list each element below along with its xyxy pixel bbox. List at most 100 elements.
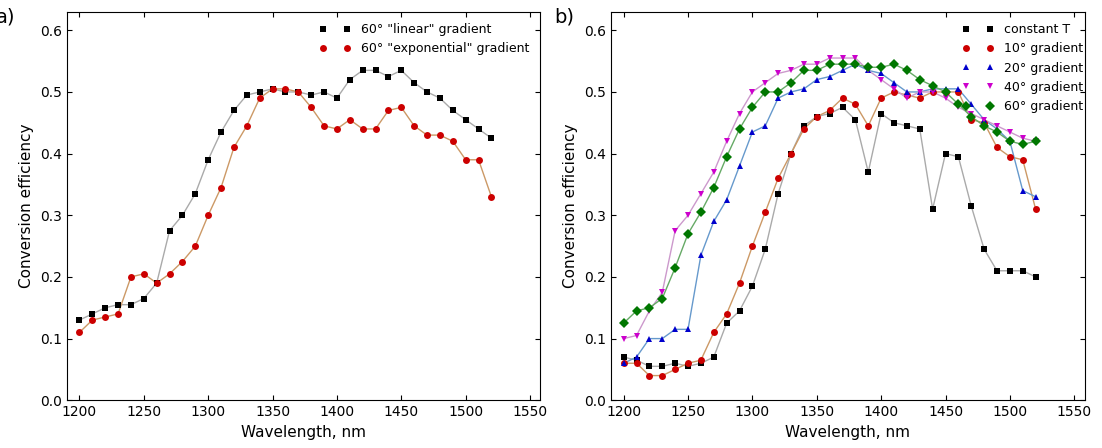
60° "linear" gradient <box>266 86 279 91</box>
60° "exponential" gradient <box>150 280 163 286</box>
20° gradient <box>862 68 875 73</box>
60° "linear" gradient <box>163 228 176 233</box>
40° gradient <box>823 56 836 61</box>
40° gradient <box>887 86 900 91</box>
constant T <box>681 364 694 369</box>
Y-axis label: Conversion efficiency: Conversion efficiency <box>19 124 34 288</box>
10° gradient <box>939 89 952 95</box>
20° gradient <box>758 123 771 129</box>
20° gradient <box>771 95 785 101</box>
Legend: 60° "linear" gradient, 60° "exponential" gradient: 60° "linear" gradient, 60° "exponential"… <box>314 18 534 60</box>
10° gradient <box>952 89 965 95</box>
10° gradient <box>900 92 914 98</box>
60° "linear" gradient <box>460 117 473 122</box>
60° gradient <box>746 105 759 110</box>
10° gradient <box>617 361 630 366</box>
60° gradient <box>926 83 939 88</box>
60° "linear" gradient <box>188 191 202 196</box>
60° "linear" gradient <box>356 68 369 73</box>
40° gradient <box>797 61 810 67</box>
10° gradient <box>771 176 785 181</box>
20° gradient <box>926 86 939 91</box>
40° gradient <box>939 95 952 101</box>
constant T <box>785 151 798 156</box>
constant T <box>964 203 977 209</box>
20° gradient <box>914 89 927 95</box>
60° gradient <box>797 68 810 73</box>
60° "exponential" gradient <box>304 105 317 110</box>
constant T <box>733 308 746 314</box>
10° gradient <box>964 117 977 122</box>
10° gradient <box>694 358 707 363</box>
10° gradient <box>914 95 927 101</box>
20° gradient <box>746 129 759 135</box>
10° gradient <box>977 120 991 125</box>
60° gradient <box>939 89 952 95</box>
60° "linear" gradient <box>292 89 305 95</box>
constant T <box>656 364 669 369</box>
20° gradient <box>939 86 952 91</box>
60° gradient <box>1016 142 1029 147</box>
10° gradient <box>733 280 746 286</box>
60° gradient <box>694 210 707 215</box>
Line: constant T: constant T <box>620 104 1039 370</box>
60° gradient <box>849 61 862 67</box>
60° "exponential" gradient <box>395 105 408 110</box>
60° "linear" gradient <box>485 135 498 141</box>
60° "linear" gradient <box>253 89 267 95</box>
constant T <box>617 354 630 360</box>
40° gradient <box>964 111 977 116</box>
20° gradient <box>733 163 746 168</box>
40° gradient <box>952 105 965 110</box>
20° gradient <box>875 71 888 76</box>
60° "exponential" gradient <box>421 133 434 138</box>
20° gradient <box>656 336 669 341</box>
60° "linear" gradient <box>86 311 99 317</box>
20° gradient <box>952 86 965 91</box>
60° "exponential" gradient <box>240 123 253 129</box>
40° gradient <box>875 77 888 82</box>
constant T <box>707 354 721 360</box>
60° gradient <box>707 185 721 190</box>
60° "exponential" gradient <box>73 330 86 335</box>
60° "linear" gradient <box>73 317 86 323</box>
10° gradient <box>1029 207 1042 212</box>
constant T <box>694 361 707 366</box>
40° gradient <box>900 95 914 101</box>
60° "exponential" gradient <box>98 314 111 320</box>
60° "exponential" gradient <box>125 274 138 280</box>
Line: 60° "linear" gradient: 60° "linear" gradient <box>76 67 495 323</box>
60° "linear" gradient <box>331 95 344 101</box>
10° gradient <box>758 210 771 215</box>
60° "exponential" gradient <box>111 311 125 317</box>
40° gradient <box>862 68 875 73</box>
40° gradient <box>1003 129 1016 135</box>
Legend: constant T, 10° gradient, 20° gradient, 40° gradient, 60° gradient: constant T, 10° gradient, 20° gradient, … <box>958 18 1088 118</box>
60° "exponential" gradient <box>137 271 150 276</box>
60° gradient <box>823 61 836 67</box>
20° gradient <box>810 77 823 82</box>
constant T <box>977 246 991 252</box>
40° gradient <box>630 333 644 338</box>
60° "exponential" gradient <box>472 157 485 163</box>
Text: b): b) <box>554 8 574 27</box>
constant T <box>849 117 862 122</box>
X-axis label: Wavelength, nm: Wavelength, nm <box>241 425 366 439</box>
60° "linear" gradient <box>240 92 253 98</box>
constant T <box>746 284 759 289</box>
10° gradient <box>785 151 798 156</box>
40° gradient <box>926 89 939 95</box>
10° gradient <box>887 89 900 95</box>
constant T <box>1003 268 1016 273</box>
60° "exponential" gradient <box>227 145 240 150</box>
constant T <box>862 169 875 175</box>
60° gradient <box>914 77 927 82</box>
60° "exponential" gradient <box>356 126 369 132</box>
40° gradient <box>681 213 694 218</box>
20° gradient <box>1003 138 1016 144</box>
20° gradient <box>720 197 733 202</box>
60° "exponential" gradient <box>188 243 202 249</box>
40° gradient <box>707 169 721 175</box>
60° "exponential" gradient <box>485 194 498 199</box>
20° gradient <box>681 327 694 332</box>
